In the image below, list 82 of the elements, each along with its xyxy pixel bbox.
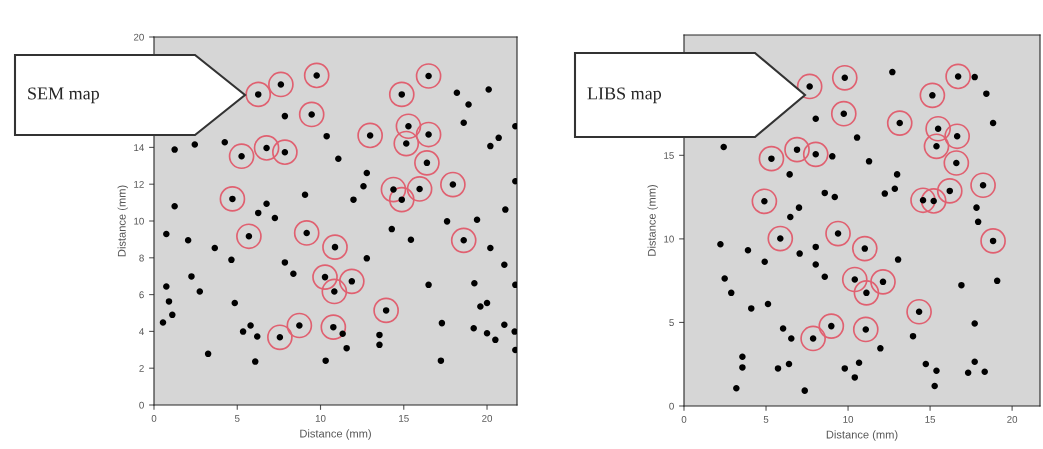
point [796,250,803,257]
point [761,258,768,266]
point [993,277,1001,285]
point [971,358,978,365]
point [964,369,972,376]
point [973,204,980,211]
x-tick-label: 0 [681,415,687,423]
point [801,387,808,394]
y-tick-label: 2 [139,364,144,372]
point [971,73,978,81]
point [812,115,819,122]
point [894,256,902,263]
point [779,325,787,332]
y-tick-label: 6 [139,291,144,299]
point [787,213,794,221]
point [739,353,746,360]
y-tick-label: 0 [139,401,144,409]
x-axis-title: Distance (mm) [300,429,371,440]
point [720,143,727,151]
point [841,365,849,372]
point [821,189,829,197]
x-tick-label: 10 [315,414,326,422]
point [933,367,940,374]
x-tick-label: 5 [234,415,240,422]
text: SEM map [28,87,100,104]
point [764,300,772,308]
x-tick-label: 10 [843,415,854,423]
point [717,240,724,248]
point [889,68,896,76]
y-tick-label: 5 [669,319,674,327]
x-tick-label: 20 [482,414,493,422]
point [795,204,803,211]
point [785,360,793,368]
point [855,359,863,366]
point [974,218,982,226]
point [851,374,859,381]
x-tick-label: 15 [925,416,936,423]
y-tick-label: 20 [133,33,144,41]
y-axis-title: Distance (mm) [117,185,128,257]
y-tick-label: 10 [134,217,144,225]
y-tick-label: 4 [139,328,144,335]
point [727,289,735,297]
point [931,382,938,390]
point [877,345,884,352]
point [958,281,965,289]
point [744,246,752,254]
point [774,365,782,372]
point [812,243,819,251]
y-tick-label: 15 [664,152,674,159]
x-tick-label: 15 [399,415,409,422]
x-tick-label: 5 [763,416,769,423]
x-axis-title: Distance (mm) [826,430,898,441]
y-tick-label: 0 [669,402,674,410]
point [721,275,728,282]
point [733,385,740,392]
x-tick-label: 0 [151,414,157,422]
y-axis-title: Distance (mm) [647,185,658,256]
x-tick-label: 20 [1007,415,1018,423]
point [853,134,861,141]
point [748,305,755,312]
point [788,335,795,342]
point [971,320,978,327]
point [739,364,746,371]
point [989,119,997,127]
point [981,368,988,375]
point [831,193,839,201]
point [829,153,836,160]
point [821,273,829,281]
y-tick-label: 12 [134,180,144,188]
point [893,171,901,178]
point [909,332,917,340]
point [865,158,873,165]
y-tick-label: 14 [134,144,144,151]
point [922,360,930,368]
y-tick-label: 10 [664,235,674,243]
point [983,90,990,97]
point [812,261,819,268]
point [881,190,889,197]
text: LIBS map [587,87,662,104]
y-tick-label: 8 [139,254,144,262]
point [786,171,793,178]
point [891,185,899,192]
